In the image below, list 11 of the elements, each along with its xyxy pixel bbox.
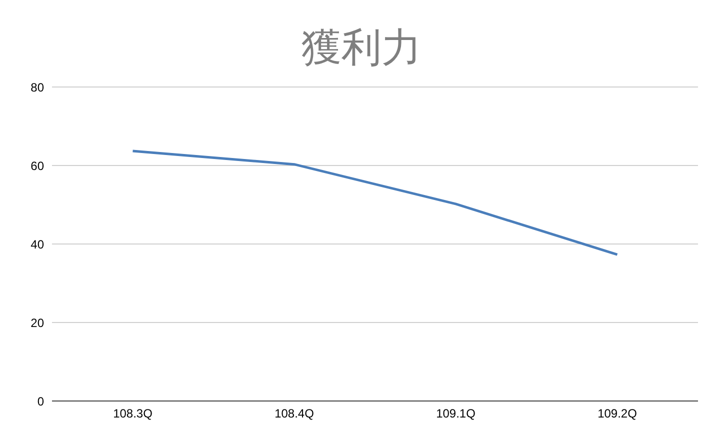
x-tick-label: 109.2Q xyxy=(598,406,637,421)
x-tick-label: 109.1Q xyxy=(436,406,476,421)
y-tick-label: 40 xyxy=(30,237,44,252)
x-tick-label: 108.4Q xyxy=(274,406,314,421)
y-tick-label: 60 xyxy=(30,158,44,173)
x-tick-label: 108.3Q xyxy=(113,406,152,421)
line-series xyxy=(132,150,618,256)
y-tick-label: 20 xyxy=(30,316,44,330)
y-tick-label: 80 xyxy=(30,80,44,94)
y-tick-label: 0 xyxy=(37,394,44,408)
chart-title: 獲利力 xyxy=(300,24,422,73)
